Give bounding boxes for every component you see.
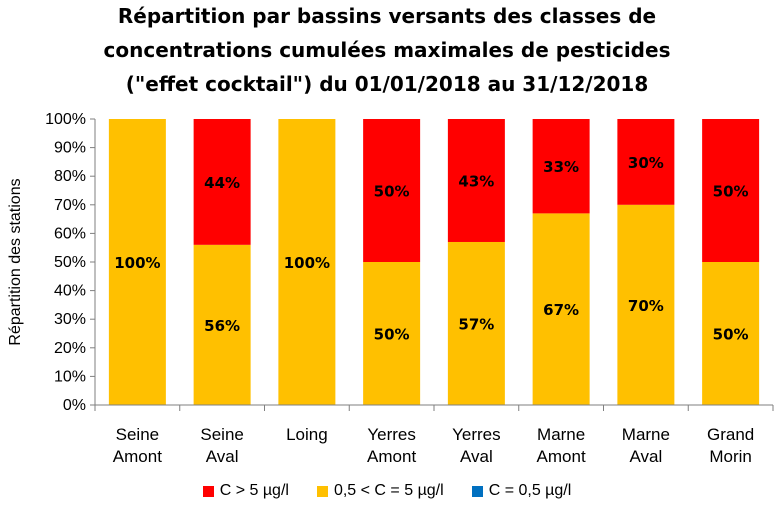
x-category-label-line: Yerres — [452, 425, 501, 444]
legend-item: C = 0,5 µg/l — [471, 482, 572, 500]
bar-2-1 — [193, 119, 251, 245]
x-category-label-line: Morin — [709, 447, 752, 466]
data-label: 50% — [713, 326, 749, 344]
legend-swatch — [202, 485, 214, 497]
legend-item: 0,5 < C = 5 µg/l — [316, 482, 444, 500]
legend: C > 5 µg/l 0,5 < C = 5 µg/l C = 0,5 µg/l — [0, 482, 774, 500]
legend-label: C = 0,5 µg/l — [488, 482, 572, 499]
chart-title-line-2: concentrations cumulées maximales de pes… — [103, 38, 671, 62]
y-tick-label: 20% — [54, 340, 86, 357]
chart-title-line-3: ("effet cocktail") du 01/01/2018 au 31/1… — [125, 72, 649, 96]
legend-swatch — [316, 485, 328, 497]
y-tick-label: 10% — [54, 368, 86, 385]
x-category-label-line: Amont — [537, 447, 586, 466]
x-category-label-line: Aval — [206, 447, 239, 466]
x-category-label: Seine Aval — [200, 425, 243, 466]
x-category-label-line: Seine — [200, 425, 243, 444]
bar-2-4 — [447, 119, 505, 242]
data-label: 57% — [458, 315, 494, 333]
data-label: 44% — [204, 174, 240, 192]
bar-1-0 — [108, 119, 166, 405]
x-category-label-line: Grand — [707, 425, 754, 444]
x-category-label: Grand Morin — [707, 425, 754, 466]
bar-2-3 — [363, 119, 421, 262]
bar-2-6 — [617, 119, 675, 205]
bar-1-3 — [363, 262, 421, 405]
y-tick-label: 80% — [54, 168, 86, 185]
y-axis-label: Répartition des stations — [7, 178, 24, 345]
x-category-label-line: Seine — [116, 425, 159, 444]
x-category-label-line: Amont — [113, 447, 162, 466]
y-tick-label: 50% — [54, 254, 86, 271]
legend-label: C > 5 µg/l — [219, 482, 289, 499]
data-label: 50% — [374, 326, 410, 344]
y-tick-label: 90% — [54, 140, 86, 157]
y-tick-label: 40% — [54, 283, 86, 300]
data-label: 67% — [543, 301, 579, 319]
bar-1-5 — [532, 213, 590, 405]
x-category-label-line: Amont — [367, 447, 416, 466]
y-tick-label: 70% — [54, 197, 86, 214]
bar-1-4 — [447, 241, 505, 405]
bar-1-7 — [702, 262, 760, 405]
x-category-label-line: Aval — [460, 447, 493, 466]
bar-1-6 — [617, 204, 675, 405]
x-category-label: Yerres Amont — [367, 425, 416, 466]
bar-1-2 — [278, 119, 336, 405]
y-tick-label: 100% — [45, 111, 86, 128]
x-category-label-line: Marne — [622, 425, 670, 444]
bar-1-1 — [193, 244, 251, 405]
x-category-label-line: Loing — [286, 425, 328, 444]
x-category-label: Seine Amont — [113, 425, 162, 466]
chart-title-line-1: Répartition par bassins versants des cla… — [117, 4, 657, 28]
legend-swatch — [471, 485, 483, 497]
bar-2-5 — [532, 119, 590, 214]
x-category-label-line: Aval — [629, 447, 662, 466]
bar-2-7 — [702, 119, 760, 262]
data-label: 56% — [204, 317, 240, 335]
legend-label: 0,5 < C = 5 µg/l — [333, 482, 444, 499]
x-category-label: Marne Aval — [622, 425, 670, 466]
data-label: 43% — [458, 172, 494, 190]
data-label: 100% — [284, 254, 330, 272]
data-label: 33% — [543, 158, 579, 176]
x-category-label-line: Yerres — [367, 425, 416, 444]
y-tick-label: 60% — [54, 225, 86, 242]
x-category-label-line: Marne — [537, 425, 585, 444]
data-label: 70% — [628, 297, 664, 315]
x-category-label: Yerres Aval — [452, 425, 501, 466]
data-label: 100% — [114, 254, 160, 272]
y-tick-label: 30% — [54, 311, 86, 328]
x-category-label: Loing — [286, 425, 328, 444]
x-category-label: Marne Amont — [537, 425, 586, 466]
data-label: 50% — [713, 183, 749, 201]
data-label: 50% — [374, 183, 410, 201]
y-tick-label: 0% — [63, 397, 86, 414]
legend-item: C > 5 µg/l — [202, 482, 289, 500]
data-label: 30% — [628, 154, 664, 172]
